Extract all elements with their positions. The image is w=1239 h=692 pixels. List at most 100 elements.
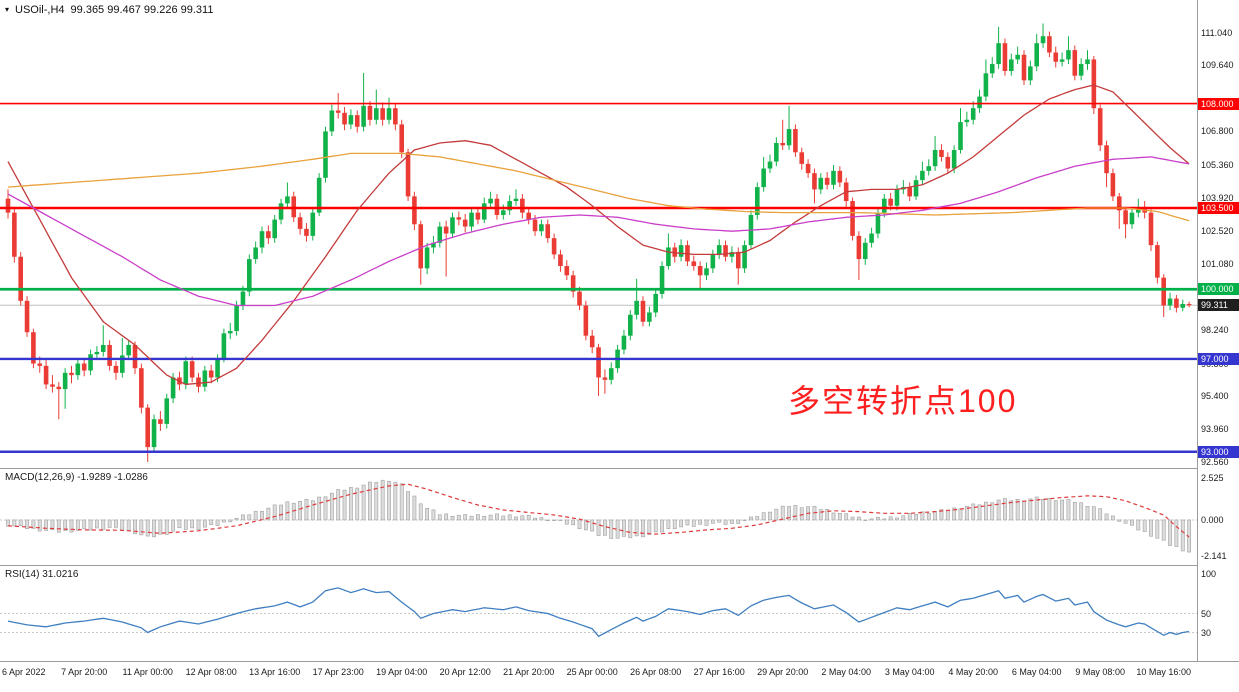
macd-histogram-bar <box>126 519 131 531</box>
macd-histogram-bar <box>698 519 703 525</box>
macd-histogram-bar <box>475 514 480 521</box>
rsi-chart-canvas[interactable] <box>0 566 1197 661</box>
candle-body <box>640 300 646 322</box>
macd-histogram-bar <box>412 495 417 521</box>
candle-body <box>202 370 208 387</box>
macd-histogram-bar <box>95 519 99 529</box>
macd-histogram-bar <box>818 509 823 521</box>
macd-histogram-bar <box>209 519 214 526</box>
candle-body <box>862 242 868 260</box>
price-level-badge: 108.000 <box>1198 97 1239 110</box>
candle-body <box>12 212 17 257</box>
macd-histogram-bar <box>545 519 550 522</box>
macd-histogram-bar <box>298 500 303 521</box>
macd-histogram-bar <box>774 508 779 521</box>
candle-body <box>1167 298 1173 306</box>
candle-body <box>570 275 576 292</box>
macd-histogram-bar <box>888 516 893 521</box>
candle-body <box>710 254 716 269</box>
candle-body <box>659 266 665 294</box>
candle-body <box>596 347 601 378</box>
annotation-text: 多空转折点100 <box>788 383 1018 419</box>
candle-body <box>1072 50 1078 76</box>
time-label: 25 Apr 00:00 <box>566 667 618 677</box>
macd-histogram-bar <box>1066 499 1071 521</box>
candle-body <box>431 242 436 248</box>
candle-body <box>278 203 284 220</box>
macd-histogram-bar <box>1041 498 1045 521</box>
candle-body <box>62 372 68 390</box>
macd-histogram-bar <box>1142 519 1147 532</box>
macd-histogram-bar <box>666 519 671 530</box>
candle-body <box>964 119 970 123</box>
candle-body <box>1009 59 1014 72</box>
candle-body <box>1186 303 1192 306</box>
candle-body <box>151 419 157 448</box>
candle-body <box>735 252 741 269</box>
macd-histogram-bar <box>710 519 715 524</box>
macd-histogram-bar <box>933 511 938 521</box>
macd-histogram-bar <box>825 509 830 521</box>
macd-histogram-bar <box>1117 519 1122 522</box>
candle-body <box>805 163 811 174</box>
macd-histogram-bar <box>799 507 804 521</box>
candle-body <box>793 129 798 153</box>
macd-histogram-bar <box>628 519 633 539</box>
macd-histogram-bar <box>323 496 328 521</box>
rsi-pane[interactable]: RSI(14) 31.0216 <box>0 566 1197 662</box>
candle-body <box>443 226 449 234</box>
price-tick: 102.520 <box>1201 225 1234 236</box>
time-label: 12 Apr 08:00 <box>185 667 237 677</box>
candle-body <box>507 201 512 211</box>
candle-body <box>247 259 252 292</box>
candle-body <box>221 333 227 359</box>
macd-histogram-bar <box>558 519 563 521</box>
time-axis[interactable]: 6 Apr 2022 7 Apr 20:00 11 Apr 00:00 12 Apr … <box>0 662 1239 692</box>
candle-body <box>69 372 74 376</box>
candle-body <box>227 331 233 334</box>
candle-body <box>780 143 785 146</box>
price-axis[interactable]: 111.040 109.640 106.800 105.360 103.920 102.5… <box>1197 0 1239 662</box>
candle-body <box>348 115 354 125</box>
rsi-tick: 30 <box>1201 627 1212 638</box>
candle-body <box>253 247 258 260</box>
macd-histogram-bar <box>723 519 728 525</box>
time-label: 17 Apr 23:00 <box>312 667 364 677</box>
candle-body <box>240 291 246 306</box>
candle-body <box>1040 36 1046 44</box>
macd-histogram-bar <box>596 519 601 536</box>
macd-histogram-bar <box>215 519 220 526</box>
macd-histogram-bar <box>355 487 360 521</box>
macd-histogram-bar <box>552 519 557 521</box>
candle-body <box>1047 36 1052 53</box>
macd-histogram-bar <box>793 505 798 521</box>
macd-histogram-bar <box>291 502 296 521</box>
macd-histogram-bar <box>641 519 645 538</box>
candle-body <box>234 305 239 332</box>
price-chart-canvas[interactable] <box>0 0 1197 468</box>
symbol-period-label: USOil-,H4 <box>15 4 65 16</box>
candle-body <box>882 198 887 213</box>
macd-histogram-bar <box>228 519 233 523</box>
candle-body <box>88 354 93 371</box>
macd-histogram-bar <box>882 518 887 521</box>
macd-histogram-bar <box>787 506 791 521</box>
macd-histogram-bar <box>1060 499 1065 521</box>
candle-body <box>520 198 525 213</box>
candle-body <box>888 198 893 206</box>
macd-pane[interactable]: MACD(12,26,9) -1.9289 -1.0286 <box>0 469 1197 566</box>
macd-histogram-bar <box>183 519 188 530</box>
candle-body <box>1129 212 1135 225</box>
candle-body <box>716 245 722 255</box>
time-label: 10 May 16:00 <box>1136 667 1191 677</box>
macd-histogram-bar <box>939 509 944 521</box>
candle-body <box>526 212 531 220</box>
macd-histogram-bar <box>31 519 36 529</box>
macd-histogram-bar <box>1174 519 1179 547</box>
macd-histogram-bar <box>1053 500 1058 521</box>
candle-body <box>107 344 112 366</box>
macd-chart-canvas[interactable] <box>0 469 1197 565</box>
candle-body <box>183 361 189 385</box>
candle-body <box>196 377 201 387</box>
price-pane[interactable]: ▾ USOil-,H4 99.365 99.467 99.226 99.311 … <box>0 0 1197 469</box>
